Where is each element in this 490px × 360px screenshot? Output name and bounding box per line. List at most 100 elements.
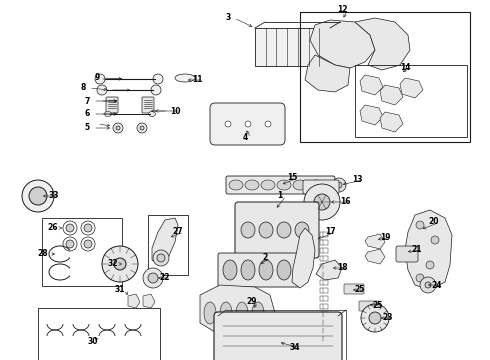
Text: 11: 11 — [192, 76, 202, 85]
Ellipse shape — [293, 180, 307, 190]
Text: 4: 4 — [243, 134, 247, 143]
Circle shape — [143, 268, 163, 288]
Circle shape — [265, 121, 271, 127]
Bar — [320, 248, 328, 253]
Text: 31: 31 — [115, 285, 125, 294]
Circle shape — [63, 221, 77, 235]
Polygon shape — [316, 260, 342, 280]
Bar — [355, 65, 467, 137]
Text: 25: 25 — [373, 301, 383, 310]
Text: 15: 15 — [287, 174, 297, 183]
Ellipse shape — [241, 222, 255, 238]
Polygon shape — [292, 228, 315, 288]
Bar — [320, 312, 328, 317]
Circle shape — [81, 221, 95, 235]
Circle shape — [157, 254, 165, 262]
Bar — [320, 328, 328, 333]
Ellipse shape — [277, 180, 291, 190]
Bar — [320, 264, 328, 269]
Text: 25: 25 — [355, 285, 365, 294]
Circle shape — [84, 224, 92, 232]
Polygon shape — [310, 20, 375, 68]
Bar — [320, 336, 328, 341]
FancyBboxPatch shape — [226, 176, 335, 194]
Circle shape — [22, 180, 54, 212]
Circle shape — [426, 261, 434, 269]
Circle shape — [225, 121, 231, 127]
Text: 1: 1 — [277, 192, 283, 201]
Text: 26: 26 — [48, 224, 58, 233]
Bar — [320, 288, 328, 293]
Ellipse shape — [259, 260, 273, 280]
Polygon shape — [128, 294, 140, 308]
Polygon shape — [360, 75, 383, 95]
Text: 19: 19 — [380, 233, 390, 242]
Text: 27: 27 — [172, 228, 183, 237]
Polygon shape — [365, 249, 385, 264]
Ellipse shape — [148, 112, 155, 117]
Text: 29: 29 — [247, 297, 257, 306]
Text: 24: 24 — [432, 280, 442, 289]
Text: 34: 34 — [290, 343, 300, 352]
FancyBboxPatch shape — [218, 253, 300, 287]
FancyBboxPatch shape — [106, 97, 118, 113]
Circle shape — [336, 182, 342, 188]
FancyBboxPatch shape — [344, 284, 364, 294]
Bar — [320, 304, 328, 309]
Polygon shape — [305, 55, 350, 92]
Circle shape — [140, 126, 144, 130]
Text: 2: 2 — [262, 253, 268, 262]
Text: 3: 3 — [225, 13, 231, 22]
Ellipse shape — [204, 302, 216, 324]
Ellipse shape — [295, 222, 309, 238]
Bar — [320, 320, 328, 325]
Circle shape — [113, 123, 123, 133]
Text: 10: 10 — [170, 107, 180, 116]
Ellipse shape — [259, 222, 273, 238]
Ellipse shape — [261, 180, 275, 190]
Bar — [42, 218, 122, 286]
Ellipse shape — [277, 260, 291, 280]
FancyBboxPatch shape — [359, 301, 379, 311]
FancyBboxPatch shape — [396, 246, 418, 262]
Ellipse shape — [236, 302, 248, 324]
Circle shape — [29, 187, 47, 205]
Ellipse shape — [175, 74, 195, 82]
Text: 14: 14 — [400, 63, 410, 72]
Bar — [320, 296, 328, 301]
FancyBboxPatch shape — [210, 103, 285, 145]
Text: 33: 33 — [49, 192, 59, 201]
Polygon shape — [143, 294, 155, 308]
Text: 16: 16 — [340, 198, 350, 207]
Circle shape — [81, 237, 95, 251]
Circle shape — [97, 85, 107, 95]
Text: 28: 28 — [38, 249, 49, 258]
Circle shape — [420, 277, 436, 293]
Circle shape — [431, 236, 439, 244]
Text: 21: 21 — [412, 246, 422, 255]
Text: 6: 6 — [84, 109, 90, 118]
Text: 9: 9 — [95, 73, 99, 82]
Bar — [320, 280, 328, 285]
Circle shape — [114, 258, 126, 270]
Circle shape — [153, 250, 169, 266]
Bar — [320, 272, 328, 277]
Circle shape — [66, 224, 74, 232]
Ellipse shape — [223, 260, 237, 280]
Circle shape — [148, 273, 158, 283]
Circle shape — [332, 178, 346, 192]
FancyBboxPatch shape — [235, 202, 319, 258]
Text: 5: 5 — [84, 123, 90, 132]
Circle shape — [361, 304, 389, 332]
Polygon shape — [152, 218, 178, 265]
Bar — [148, 215, 188, 275]
Circle shape — [416, 221, 424, 229]
Bar — [38, 308, 160, 360]
Polygon shape — [380, 112, 403, 132]
Text: 17: 17 — [325, 228, 335, 237]
FancyBboxPatch shape — [214, 312, 342, 360]
Circle shape — [314, 194, 330, 210]
Circle shape — [84, 240, 92, 248]
Text: 22: 22 — [160, 274, 170, 283]
Circle shape — [245, 121, 251, 127]
